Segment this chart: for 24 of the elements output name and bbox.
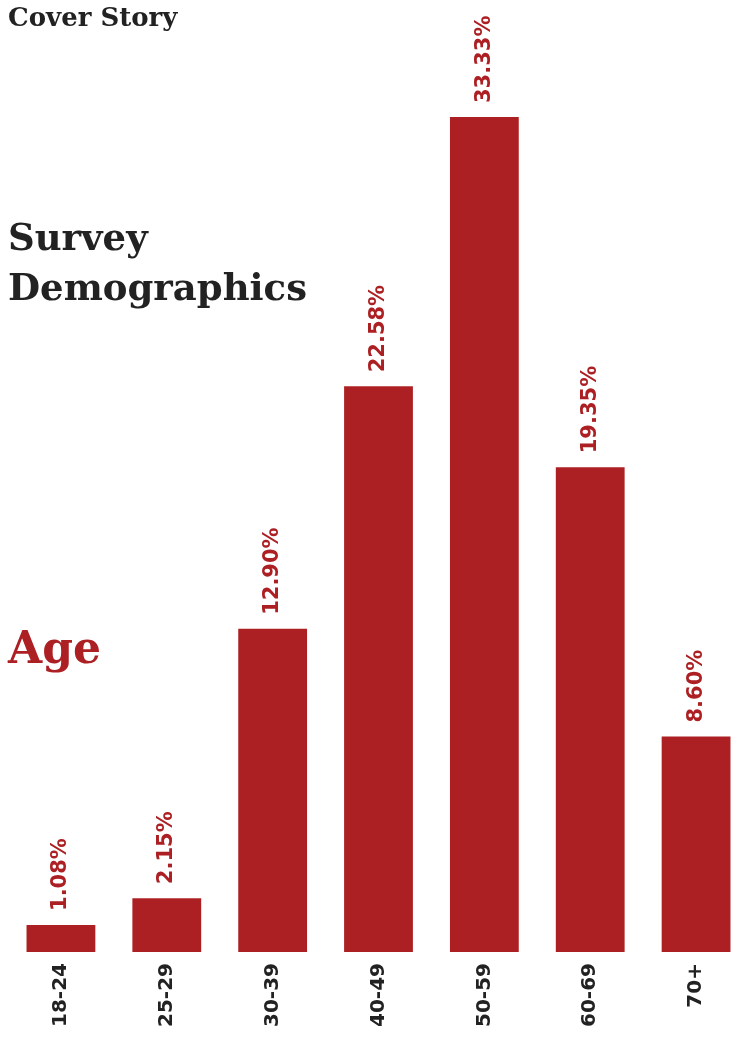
bar bbox=[26, 924, 96, 953]
data-label: 19.35% bbox=[576, 365, 601, 454]
x-tick-label: 30-39 bbox=[258, 963, 283, 1027]
data-label: 1.08% bbox=[47, 838, 72, 911]
bar bbox=[132, 898, 202, 953]
bar bbox=[449, 117, 519, 953]
x-tick-label: 40-49 bbox=[364, 963, 389, 1027]
x-tick-label: 50-59 bbox=[470, 963, 495, 1027]
bar bbox=[661, 736, 731, 953]
bar bbox=[555, 467, 625, 953]
x-tick-label: 18-24 bbox=[47, 963, 72, 1027]
x-tick-label: 70+ bbox=[682, 963, 707, 1008]
data-label: 33.33% bbox=[470, 15, 495, 103]
text: Cover Story bbox=[8, 2, 178, 32]
bar bbox=[238, 628, 308, 953]
data-label: 2.15% bbox=[153, 811, 178, 885]
data-label: 8.60% bbox=[682, 649, 707, 723]
text: Age bbox=[8, 622, 101, 673]
x-tick-label: 60-69 bbox=[576, 963, 601, 1027]
bar bbox=[344, 386, 413, 953]
data-label: 12.90% bbox=[259, 527, 284, 615]
data-label: 22.58% bbox=[364, 284, 389, 373]
x-tick-label: 25-29 bbox=[152, 963, 177, 1027]
text: Survey Demographics bbox=[8, 214, 308, 311]
